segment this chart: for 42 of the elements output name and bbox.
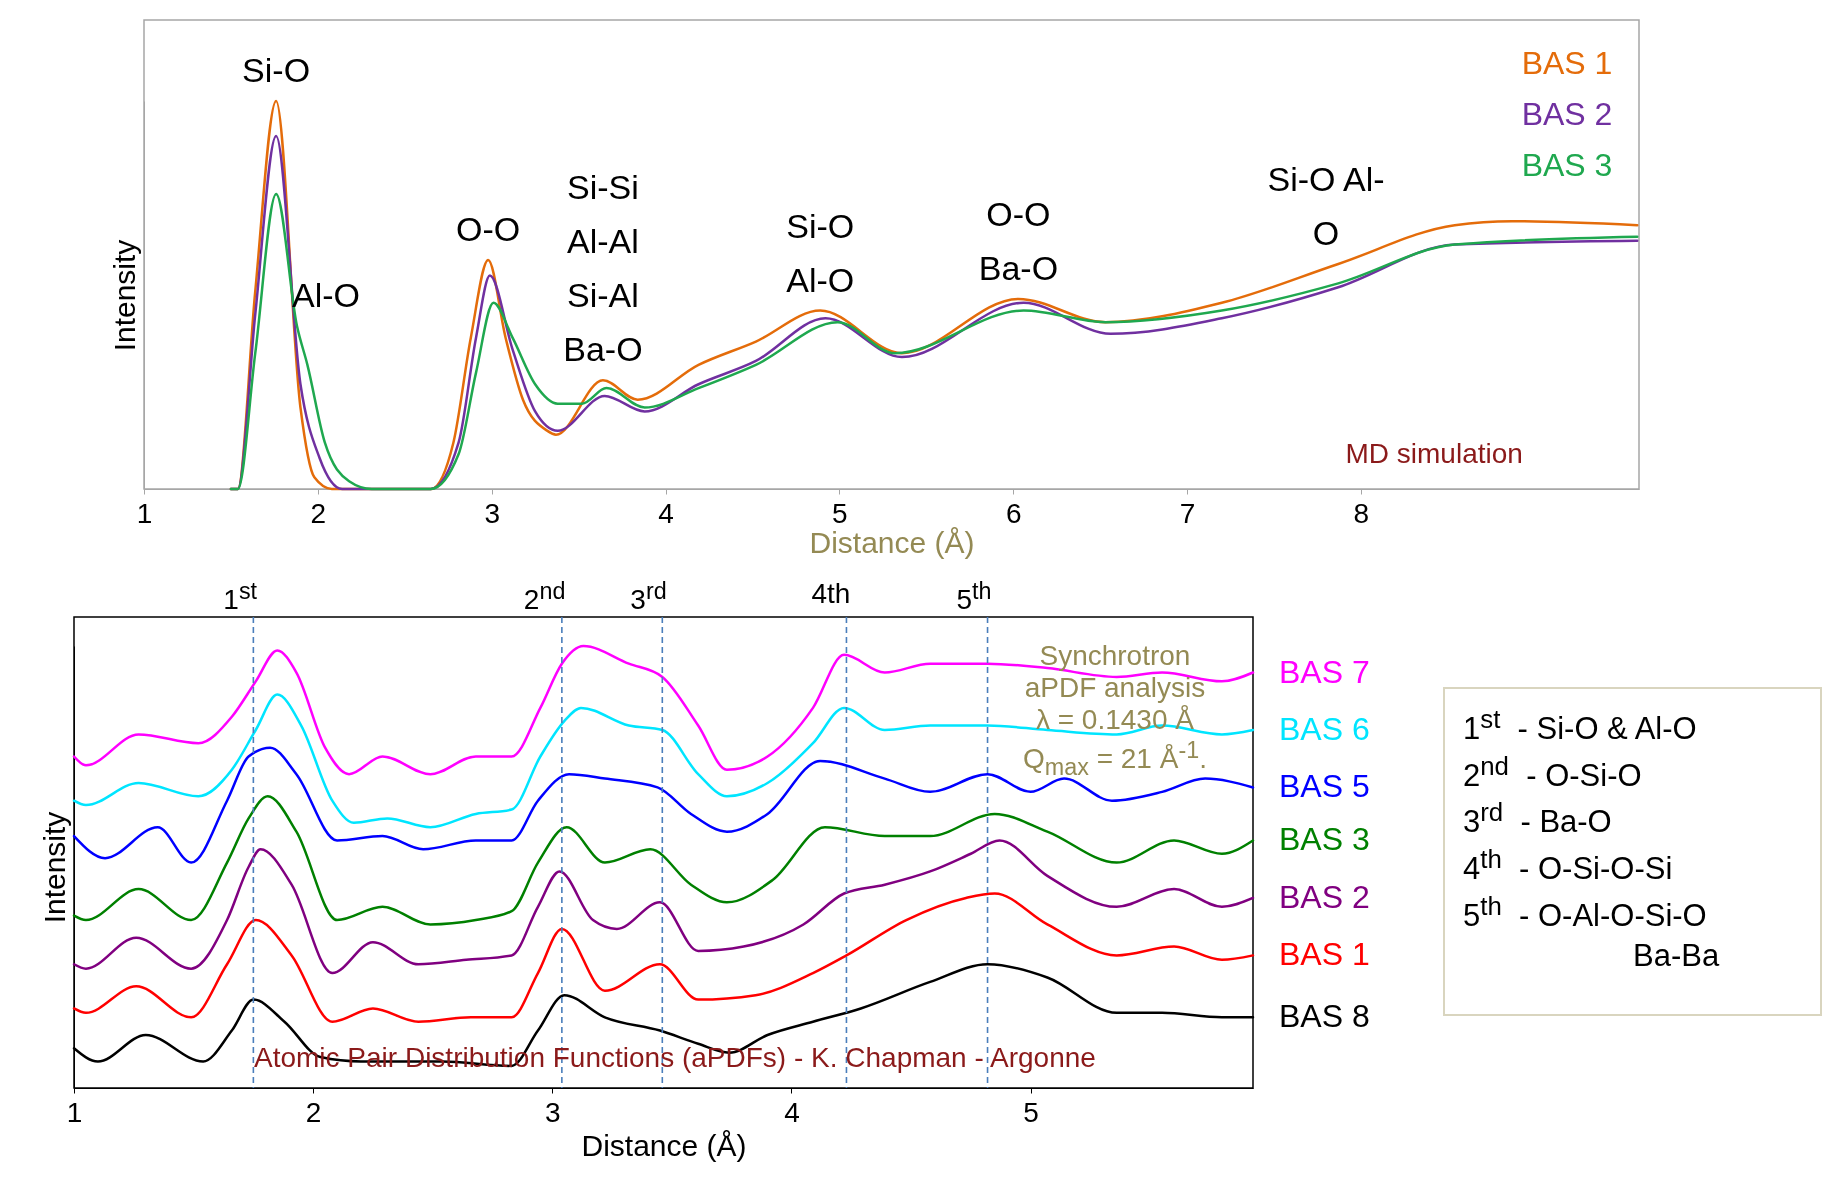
ref-line-label: 3$^{rd}$ [630,578,667,617]
x-axis-title: Distance (Å) [581,1128,747,1162]
annotation: O-O Ba-O [978,194,1059,287]
x-tick-label: 8 [1353,497,1370,529]
y-axis-title: Intensity [37,811,71,924]
annotation: O-O [456,210,521,249]
series-label: BAS 6 [1279,710,1370,747]
text: 1$^{st}$ - Si-O & Al-O [1463,704,1698,749]
text: 5$^{th}$ - O-Al-O-Si-O Ba-Ba [1463,890,1721,976]
x-tick-label: 7 [1179,497,1196,529]
text: 4$^{th}$ - O-Si-O-Si [1463,843,1674,889]
series-label: BAS 3 [1279,821,1370,858]
x-tick-label: 1 [136,497,153,529]
annotation: Si-O [242,51,311,89]
x-tick-label: 2 [310,497,327,529]
text: BAS 1 [1521,45,1613,81]
x-tick-label: 5 [1023,1096,1039,1128]
x-tick-label: 6 [1005,497,1022,529]
annotation: Si-Si Al-Al Si-Al Ba-O [563,168,643,369]
annotation: Si-O Al- O [1267,159,1385,252]
ref-line-label: 1$^{st}$ [223,578,258,617]
x-tick-label: 4 [784,1096,800,1128]
x-tick-label: 3 [484,497,500,529]
text: 2$^{nd}$ - O-Si-O [1463,750,1643,795]
series-label: BAS 2 [1279,878,1370,915]
y-axis-title: Intensity [107,239,141,352]
ref-line-label: 4th [811,578,851,611]
series-label: BAS 8 [1279,998,1370,1035]
text: 3$^{rd}$ - Ba-O [1463,797,1613,842]
ref-line-label: 5$^{th}$ [956,578,992,617]
series-label: BAS 5 [1279,768,1370,805]
series-label: BAS 7 [1279,653,1370,690]
annotation: MD simulation [1345,438,1523,471]
series-label: BAS 3 [1521,147,1613,183]
x-tick-label: 4 [658,497,674,529]
annotation: Si-O Al-O [786,206,855,299]
ref-line-label: 2$^{nd}$ [523,578,566,617]
x-tick-label: 1 [66,1096,83,1128]
x-tick-label: 3 [545,1096,561,1128]
series-label: BAS 1 [1279,936,1370,973]
text: BAS 2 [1521,96,1613,132]
x-tick-label: 2 [305,1096,322,1128]
